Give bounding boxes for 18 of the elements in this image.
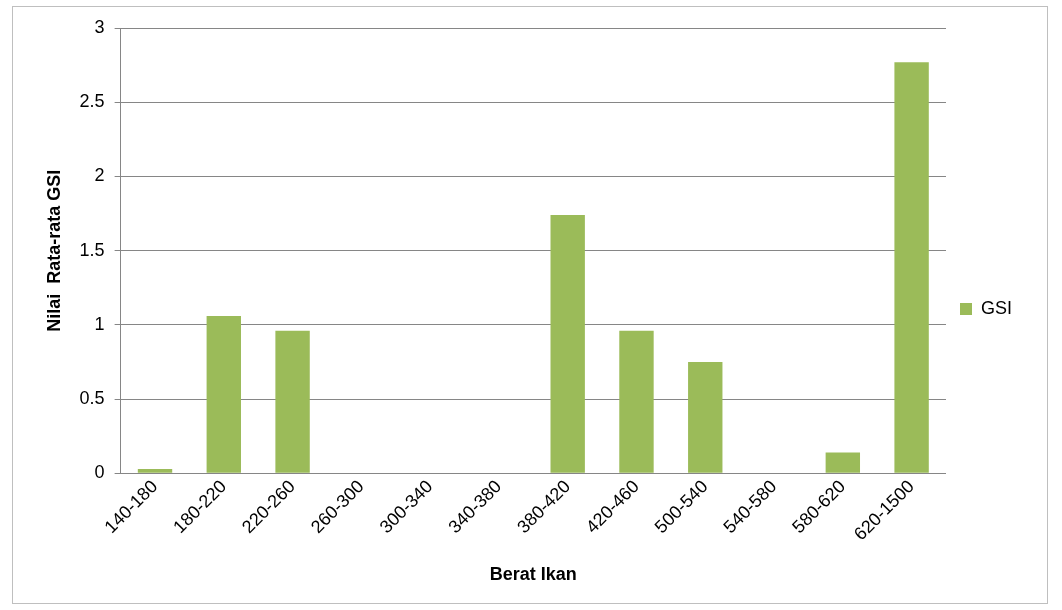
bar — [894, 62, 929, 473]
bar — [206, 315, 241, 473]
y-tick-label: 0 — [94, 462, 105, 483]
bar — [275, 330, 310, 473]
bar — [825, 452, 861, 473]
y-tick-label: 2.5 — [79, 91, 105, 112]
y-tick-label: 1.5 — [79, 239, 105, 260]
bar — [137, 468, 173, 473]
y-tick-label: 0.5 — [79, 388, 105, 409]
x-axis-title: Berat Ikan — [489, 564, 577, 585]
y-axis-title: Nilai Rata-rata GSI — [43, 169, 64, 332]
legend-label: GSI — [980, 297, 1013, 318]
y-tick-label: 3 — [94, 16, 105, 37]
bar — [619, 330, 654, 473]
bar — [688, 362, 723, 473]
y-tick-label: 2 — [94, 165, 105, 186]
y-tick-label: 1 — [94, 313, 105, 334]
bar — [550, 215, 585, 473]
